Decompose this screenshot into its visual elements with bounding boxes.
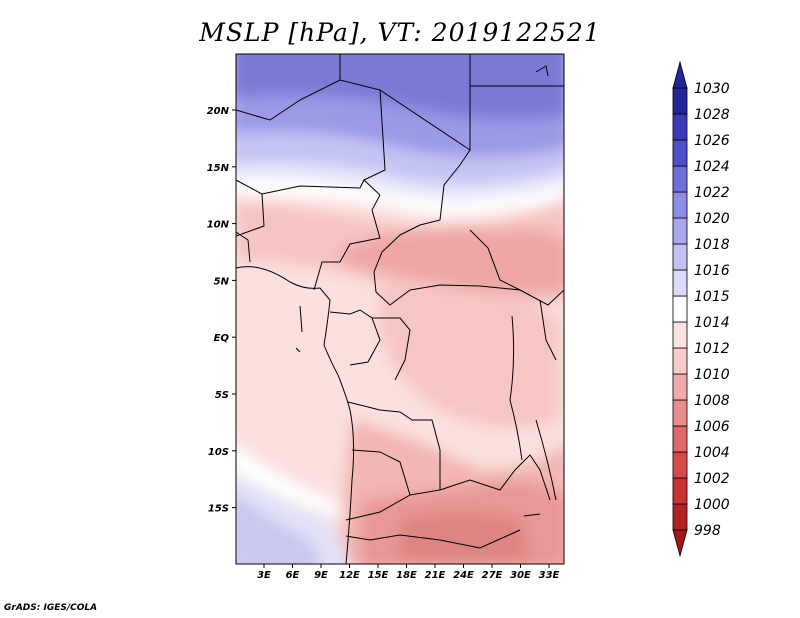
colorbar-segment bbox=[672, 243, 688, 271]
lon-tick-label: 3E bbox=[257, 570, 271, 581]
coastlines bbox=[236, 54, 564, 564]
lon-tick-label: 24E bbox=[453, 570, 474, 581]
colorbar-label: 1014 bbox=[694, 315, 730, 331]
chart-title: MSLP [hPa], VT: 2019122521 bbox=[199, 18, 601, 47]
lon-tick-label: 30E bbox=[510, 570, 531, 581]
lon-tick-label: 27E bbox=[482, 570, 503, 581]
lon-tick-label: 33E bbox=[539, 570, 560, 581]
colorbar-label: 1012 bbox=[694, 341, 730, 357]
colorbar-label: 1022 bbox=[694, 185, 730, 201]
colorbar-segment bbox=[672, 347, 688, 375]
lat-tick-label: 10N bbox=[207, 220, 230, 231]
colorbar-segment bbox=[672, 113, 688, 141]
colorbar-label: 1002 bbox=[694, 471, 730, 487]
colorbar-segment bbox=[672, 503, 688, 531]
colorbar-label: 1028 bbox=[694, 107, 730, 123]
lon-tick-label: 12E bbox=[339, 570, 360, 581]
credit-label: GrADS: IGES/COLA bbox=[4, 603, 98, 613]
colorbar-segment bbox=[672, 191, 688, 219]
colorbar-label: 1015 bbox=[694, 289, 730, 305]
colorbar-segment bbox=[672, 321, 688, 349]
lat-tick-label: 10S bbox=[208, 447, 229, 458]
lon-tick-label: 15E bbox=[368, 570, 389, 581]
lat-tick-label: 15S bbox=[208, 504, 229, 515]
colorbar-segment bbox=[672, 165, 688, 193]
lat-tick-label: EQ bbox=[214, 333, 230, 344]
colorbar-label: 1000 bbox=[694, 497, 730, 513]
colorbar-segment bbox=[672, 373, 688, 401]
colorbar-label: 1004 bbox=[694, 445, 730, 461]
colorbar-segment bbox=[672, 399, 688, 427]
lon-tick-label: 6E bbox=[286, 570, 300, 581]
lon-tick-label: 18E bbox=[396, 570, 417, 581]
colorbar-segment bbox=[672, 87, 688, 115]
colorbar-label: 1010 bbox=[694, 367, 730, 383]
colorbar-label: 1006 bbox=[694, 419, 730, 435]
longitude-axis: 3E 6E 9E 12E 15E 18E 21E 24E 27E 30E 33E bbox=[257, 564, 560, 581]
latitude-axis: 20N 15N 10N 5N EQ 5S 10S 15S bbox=[207, 106, 236, 515]
map-frame bbox=[235, 53, 565, 565]
colorbar-segment bbox=[672, 477, 688, 505]
lat-tick-label: 15N bbox=[207, 163, 230, 174]
colorbar-label: 1018 bbox=[694, 237, 730, 253]
lon-tick-label: 21E bbox=[425, 570, 446, 581]
colorbar: 998 1000 1002 1004 1006 1008 1010 1012 1014 1015 1… bbox=[672, 60, 730, 558]
colorbar-segment bbox=[672, 217, 688, 245]
colorbar-bottom-arrow bbox=[672, 529, 688, 558]
colorbar-label: 1026 bbox=[694, 133, 730, 149]
lon-tick-label: 9E bbox=[314, 570, 328, 581]
colorbar-segment bbox=[672, 269, 688, 297]
colorbar-label: 1016 bbox=[694, 263, 730, 279]
colorbar-label: 1030 bbox=[694, 81, 730, 97]
colorbar-label: 998 bbox=[694, 523, 721, 539]
colorbar-segment bbox=[672, 425, 688, 453]
colorbar-label: 1008 bbox=[694, 393, 730, 409]
lat-tick-label: 20N bbox=[207, 106, 230, 117]
lat-tick-label: 5N bbox=[214, 276, 230, 287]
colorbar-segment bbox=[672, 295, 688, 323]
colorbar-segment bbox=[672, 451, 688, 479]
colorbar-label: 1020 bbox=[694, 211, 730, 227]
colorbar-top-arrow bbox=[672, 60, 688, 89]
colorbar-label: 1024 bbox=[694, 159, 730, 175]
pressure-field bbox=[236, 54, 564, 564]
lat-tick-label: 5S bbox=[215, 390, 229, 401]
colorbar-segment bbox=[672, 139, 688, 167]
